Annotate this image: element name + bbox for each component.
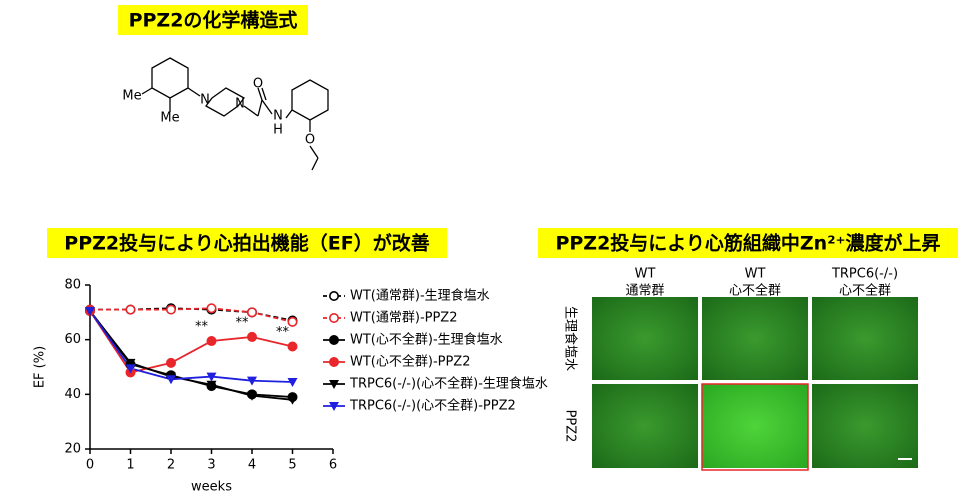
- marker: [247, 331, 258, 342]
- micrograph: [592, 297, 698, 380]
- marker: [125, 364, 136, 374]
- micrograph: [812, 384, 918, 468]
- legend-label: WT(通常群)-PPZ2: [350, 311, 458, 326]
- atom-label: Me: [160, 111, 179, 126]
- column-label: TRPC6(-/-): [831, 267, 898, 282]
- series-line: [89, 310, 293, 401]
- panel-title: PPZ2投与により心筋組織中Zn²⁺濃度が上昇: [555, 232, 940, 255]
- structure: [141, 57, 329, 171]
- marker: [125, 304, 136, 315]
- y-tick-label: 20: [64, 442, 81, 457]
- legend-label: TRPC6(-/-)(心不全群)-PPZ2: [349, 398, 516, 414]
- marker: [166, 357, 177, 368]
- marker: [329, 380, 339, 389]
- column-label: 心不全群: [729, 283, 781, 299]
- marker: [166, 304, 177, 315]
- marker: [328, 290, 339, 301]
- column-label: WT: [745, 267, 766, 282]
- chart-title: PPZ2投与により心拍出機能（EF）が改善: [64, 232, 429, 255]
- marker: [247, 391, 257, 401]
- marker: [247, 307, 258, 318]
- atom-label: N: [235, 97, 245, 112]
- x-tick-label: 1: [126, 458, 134, 473]
- marker: [247, 376, 257, 386]
- chart: 20 40 60 80 0 1 2 3 4 5 6 weeks EF (%) WT(通常群)-生理食塩水 W…: [33, 278, 548, 495]
- series-line: [90, 307, 293, 323]
- significance: **: [236, 315, 250, 330]
- y-tick-label: 80: [64, 278, 81, 293]
- marker: [206, 372, 217, 382]
- x-tick-label: 4: [248, 458, 256, 473]
- atom-label: N: [273, 109, 283, 124]
- legend-label: TRPC6(-/-)(心不全群)-生理食塩水: [349, 376, 548, 392]
- marker: [287, 341, 298, 352]
- column-label: 心不全群: [839, 283, 891, 299]
- atom-label: Me: [122, 89, 141, 104]
- legend-label: WT(通常群)-生理食塩水: [350, 288, 490, 304]
- significance: **: [276, 325, 290, 340]
- marker: [287, 316, 298, 327]
- highlight-box: [701, 383, 809, 471]
- marker: [287, 395, 298, 405]
- significance: **: [195, 320, 209, 335]
- marker: [125, 358, 136, 368]
- marker: [206, 380, 217, 390]
- x-tick-label: 6: [329, 458, 337, 473]
- atom-label: H: [273, 123, 283, 138]
- structure-title: PPZ2の化学構造式: [129, 9, 298, 32]
- atom-label: N: [200, 93, 210, 108]
- series-line: [89, 310, 293, 383]
- row-label: PPZ2: [563, 410, 578, 443]
- legend-label: WT(心不全群)-生理食塩水: [350, 332, 503, 348]
- marker: [329, 402, 339, 411]
- title-box: [47, 228, 447, 258]
- marker: [206, 303, 217, 314]
- marker: [166, 375, 176, 385]
- y-tick-label: 40: [64, 387, 81, 402]
- micrograph: [702, 384, 808, 468]
- atom-label: O: [305, 133, 315, 148]
- marker: [287, 378, 298, 388]
- x-axis-label: weeks: [191, 480, 232, 495]
- micrograph: [702, 297, 808, 380]
- atom-label: O: [253, 77, 263, 92]
- marker: [328, 312, 339, 323]
- legend-label: WT(心不全群)-PPZ2: [350, 354, 471, 370]
- column-label: 通常群: [625, 284, 664, 299]
- micrograph: [592, 384, 698, 468]
- micrograph: [812, 297, 918, 380]
- y-axis-label: EF (%): [33, 346, 48, 388]
- marker: [206, 336, 217, 347]
- x-tick-label: 0: [86, 458, 94, 473]
- x-tick-label: 3: [207, 458, 215, 473]
- marker: [328, 334, 339, 345]
- title-box: [118, 5, 308, 35]
- x-tick-label: 2: [167, 458, 175, 473]
- marker: [85, 306, 95, 316]
- x-tick-label: 5: [288, 458, 296, 473]
- y-tick-label: 60: [64, 332, 81, 347]
- row-label: 生理食塩水: [563, 306, 579, 371]
- title-box: [538, 228, 958, 258]
- series-line: [89, 310, 293, 374]
- marker: [328, 356, 339, 367]
- column-label: WT: [635, 267, 656, 282]
